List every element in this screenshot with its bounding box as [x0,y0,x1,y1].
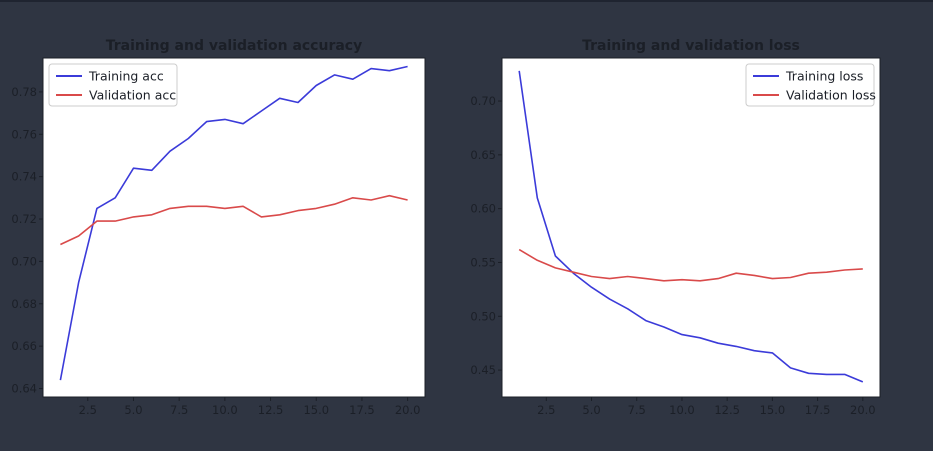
chart-2-plot-area [502,58,880,397]
chart-2-axes-frame [501,57,881,398]
chart-1-y-tick-label: 0.68 [11,297,37,311]
chart-1-title: Training and validation accuracy [106,38,362,54]
chart-1-y-tick-label: 0.76 [11,127,37,141]
chart-1-plot-area [43,58,425,397]
chart-2-y-tick-label: 0.60 [470,202,496,216]
chart-1-x-tick-label: 15.0 [303,403,329,417]
chart-1-x-tick-label: 5.0 [124,403,142,417]
chart-2-title: Training and validation loss [582,38,800,54]
chart-2: Training and validation loss 0.45 0.50 0.55… [470,38,881,417]
chart-2-y-tick-label: 0.55 [470,255,496,269]
chart-2-legend-label: Training loss [785,69,863,84]
chart-1-x-tick-label: 17.5 [349,403,375,417]
chart-2-legend-label: Validation loss [786,88,876,103]
chart-2-x-tick-label: 15.0 [760,403,786,417]
chart-2-series-validation-loss [518,248,863,282]
chart-2-x-tick-label: 20.0 [850,403,876,417]
chart-1-x-tick-label: 7.5 [170,403,188,417]
chart-2-x-tick-label: 12.5 [714,403,740,417]
chart-1-x-tick-label: 20.0 [395,403,421,417]
chart-2-series-training-loss [518,70,864,383]
chart-1-legend-label: Validation acc [89,88,176,103]
chart-1: Training and validation accuracy 0.64 0.66… [11,38,426,417]
chart-1-y-tick-label: 0.64 [11,382,37,396]
chart-2-x-tick-label: 10.0 [669,403,695,417]
chart-1-y-tick-label: 0.70 [11,254,37,268]
chart-2-x-tick-label: 17.5 [805,403,831,417]
chart-2-x-tick-label: 7.5 [628,403,646,417]
chart-1-x-tick-label: 10.0 [212,403,238,417]
top-border [0,0,933,2]
chart-1-x-tick-label: 2.5 [79,403,97,417]
chart-1-legend-label: Training acc [88,69,164,84]
chart-1-y-tick-label: 0.78 [11,85,37,99]
chart-1-y-tick-label: 0.66 [11,339,37,353]
chart-2-x-tick-label: 2.5 [537,403,555,417]
chart-2-y-tick-label: 0.45 [470,363,496,377]
chart-2-x-tick-label: 5.0 [582,403,600,417]
chart-1-series-validation-acc [60,194,408,246]
chart-1-legend: Training acc Validation acc [48,63,178,107]
chart-2-y-tick-label: 0.65 [470,148,496,162]
chart-2-y-tick-label: 0.50 [470,309,496,323]
chart-1-series-training-acc [59,65,408,381]
chart-1-x-tick-label: 12.5 [258,403,284,417]
chart-2-legend: Training loss Validation loss [745,63,876,107]
chart-2-y-tick-label: 0.70 [470,94,496,108]
chart-1-axes-frame [42,57,426,398]
chart-1-y-tick-label: 0.74 [11,170,37,184]
chart-1-y-tick-label: 0.72 [11,212,37,226]
